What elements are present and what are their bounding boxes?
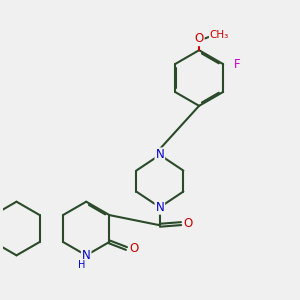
Text: N: N (82, 249, 91, 262)
Text: N: N (155, 148, 164, 161)
Text: O: O (184, 217, 193, 230)
Text: CH₃: CH₃ (210, 31, 229, 40)
Text: O: O (129, 242, 138, 255)
Text: N: N (155, 201, 164, 214)
Text: F: F (234, 58, 240, 70)
Text: O: O (194, 32, 204, 45)
Text: H: H (78, 260, 85, 270)
